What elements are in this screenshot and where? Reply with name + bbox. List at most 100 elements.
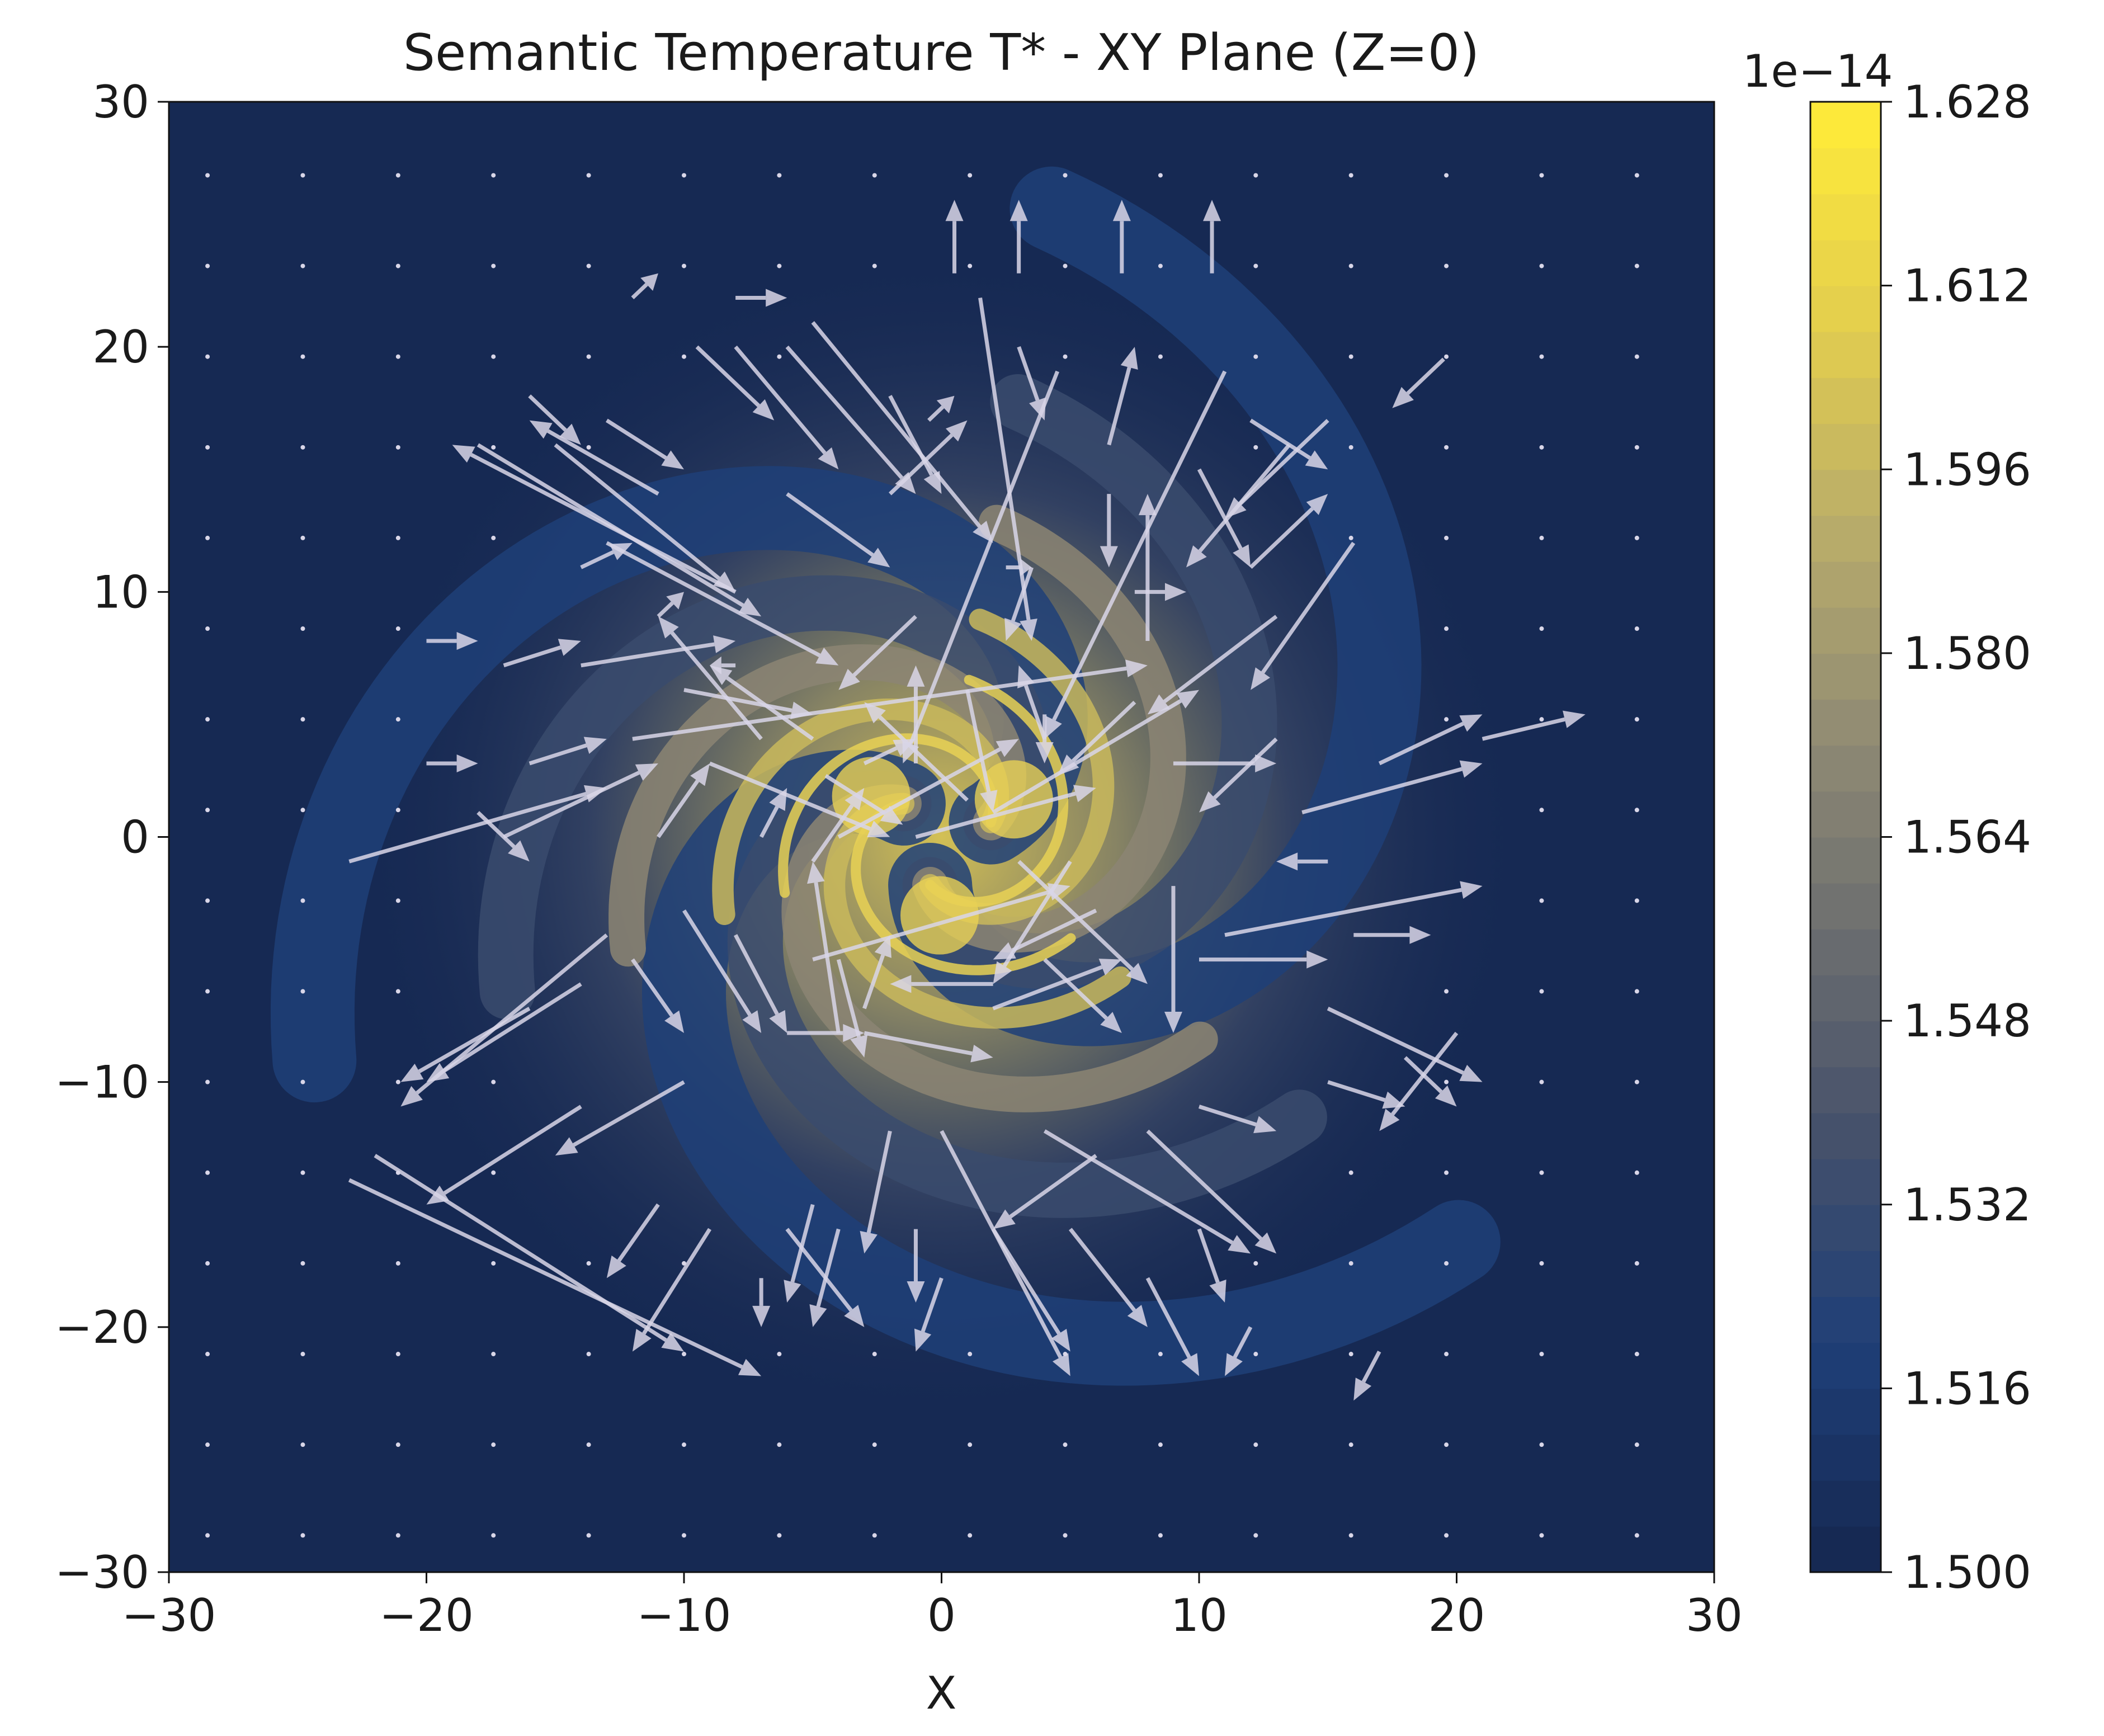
colorbar-step: [1810, 331, 1881, 378]
chart-title: Semantic Temperature T* - XY Plane (Z=0): [403, 23, 1479, 82]
colorbar-step: [1810, 1204, 1881, 1251]
y-axis: −30 −20 −10 0 10 20 30: [55, 76, 169, 1598]
vector-dot: [1063, 354, 1068, 359]
vector-dot: [395, 535, 400, 540]
x-tick-label: 30: [1686, 1589, 1743, 1641]
vector-dot: [1444, 1442, 1449, 1447]
vector-dot: [395, 173, 400, 178]
vector-arrow: [1392, 357, 1445, 408]
vector-dot: [1444, 1533, 1449, 1538]
vector-dot: [1634, 717, 1639, 722]
vector-dot: [968, 1352, 973, 1357]
vector-arrow: [1186, 444, 1291, 568]
colorbar-tick-label: 1.596: [1903, 444, 2031, 496]
spiral-core: [900, 876, 979, 955]
vector-dot: [395, 717, 400, 722]
vector-dot: [1063, 1442, 1068, 1447]
vector-dot: [872, 1533, 877, 1538]
vector-dot: [205, 989, 210, 994]
colorbar-step: [1810, 1158, 1881, 1205]
vector-dot: [1444, 989, 1449, 994]
vector-arrow: [581, 635, 736, 668]
vector-dot: [205, 445, 210, 450]
vector-dot: [300, 1079, 305, 1084]
vector-dot: [1158, 1533, 1163, 1538]
vector-arrow: [1112, 200, 1131, 273]
vector-arrow: [1043, 1129, 1251, 1254]
colorbar-step: [1810, 1250, 1881, 1298]
vector-dot: [491, 263, 496, 268]
vector-dot: [205, 535, 210, 540]
vector-dot: [491, 354, 496, 359]
vector-arrow: [426, 631, 478, 650]
vector-dot: [968, 173, 973, 178]
colorbar-step: [1810, 1342, 1881, 1389]
vector-dot: [205, 1261, 210, 1266]
vector-arrow: [710, 665, 814, 741]
colorbar-step: [1810, 102, 1881, 149]
vector-dot: [1539, 1352, 1544, 1357]
vector-dot: [777, 1352, 782, 1357]
vector-arrow: [555, 1080, 685, 1156]
vector-dot: [1634, 989, 1639, 994]
vector-arrow: [860, 1130, 892, 1254]
vector-arrow: [927, 395, 955, 422]
vector-arrow: [888, 420, 968, 496]
vector-dot: [1444, 1079, 1449, 1084]
vector-dot: [1063, 173, 1068, 178]
vector-dot: [491, 535, 496, 540]
vector-arrow: [759, 787, 787, 838]
vector-arrow: [836, 959, 868, 1058]
vector-arrow: [529, 737, 607, 766]
vector-dot: [1634, 1533, 1639, 1538]
vector-arrow: [554, 443, 736, 592]
vector-dot: [300, 1261, 305, 1266]
vector-dot: [395, 1261, 400, 1266]
vector-dot: [1158, 173, 1163, 178]
colorbar-step: [1810, 469, 1881, 516]
vector-dot: [1634, 445, 1639, 450]
vector-arrow: [837, 739, 1019, 839]
vector-dot: [586, 445, 591, 450]
vector-dot: [1158, 263, 1163, 268]
vector-dot: [1539, 1533, 1544, 1538]
vector-dot: [300, 1533, 305, 1538]
vector-arrow: [426, 754, 478, 773]
vector-dot: [300, 1352, 305, 1357]
vector-dot: [682, 263, 686, 268]
colorbar-tick-label: 1.548: [1903, 995, 2031, 1047]
vector-dot: [682, 1352, 686, 1357]
vector-arrow: [864, 1031, 993, 1063]
colorbar-step: [1810, 974, 1881, 1022]
x-axis-label: X: [926, 1667, 957, 1719]
vector-arrow: [784, 1204, 815, 1303]
colorbar-tick-label: 1.500: [1903, 1546, 2031, 1598]
vector-arrow: [632, 1228, 712, 1352]
colorbar-step: [1810, 607, 1881, 654]
x-tick-label: −20: [379, 1589, 474, 1641]
vector-arrow: [734, 934, 787, 1034]
vector-arrow: [1009, 200, 1028, 273]
vector-dot: [1348, 535, 1353, 540]
vector-dot: [491, 173, 496, 178]
plot-area: [169, 102, 1714, 1572]
vector-dot: [1634, 263, 1639, 268]
vector-dot: [300, 173, 305, 178]
vector-arrow: [945, 200, 964, 273]
vector-dot: [1253, 1442, 1258, 1447]
vector-dot: [395, 354, 400, 359]
vector-dot: [205, 263, 210, 268]
vector-dot: [1634, 1442, 1639, 1447]
vector-arrow: [348, 785, 607, 864]
vector-dot: [1348, 1170, 1353, 1175]
colorbar-step: [1810, 1021, 1881, 1068]
colorbar-step: [1810, 1388, 1881, 1435]
vector-arrow: [606, 541, 839, 666]
vector-dot: [205, 1533, 210, 1538]
vector-arrow: [1224, 881, 1483, 937]
vector-dot: [1444, 1352, 1449, 1357]
vector-dot: [205, 1442, 210, 1447]
vector-dot: [1158, 1352, 1163, 1357]
vector-dot: [205, 898, 210, 903]
